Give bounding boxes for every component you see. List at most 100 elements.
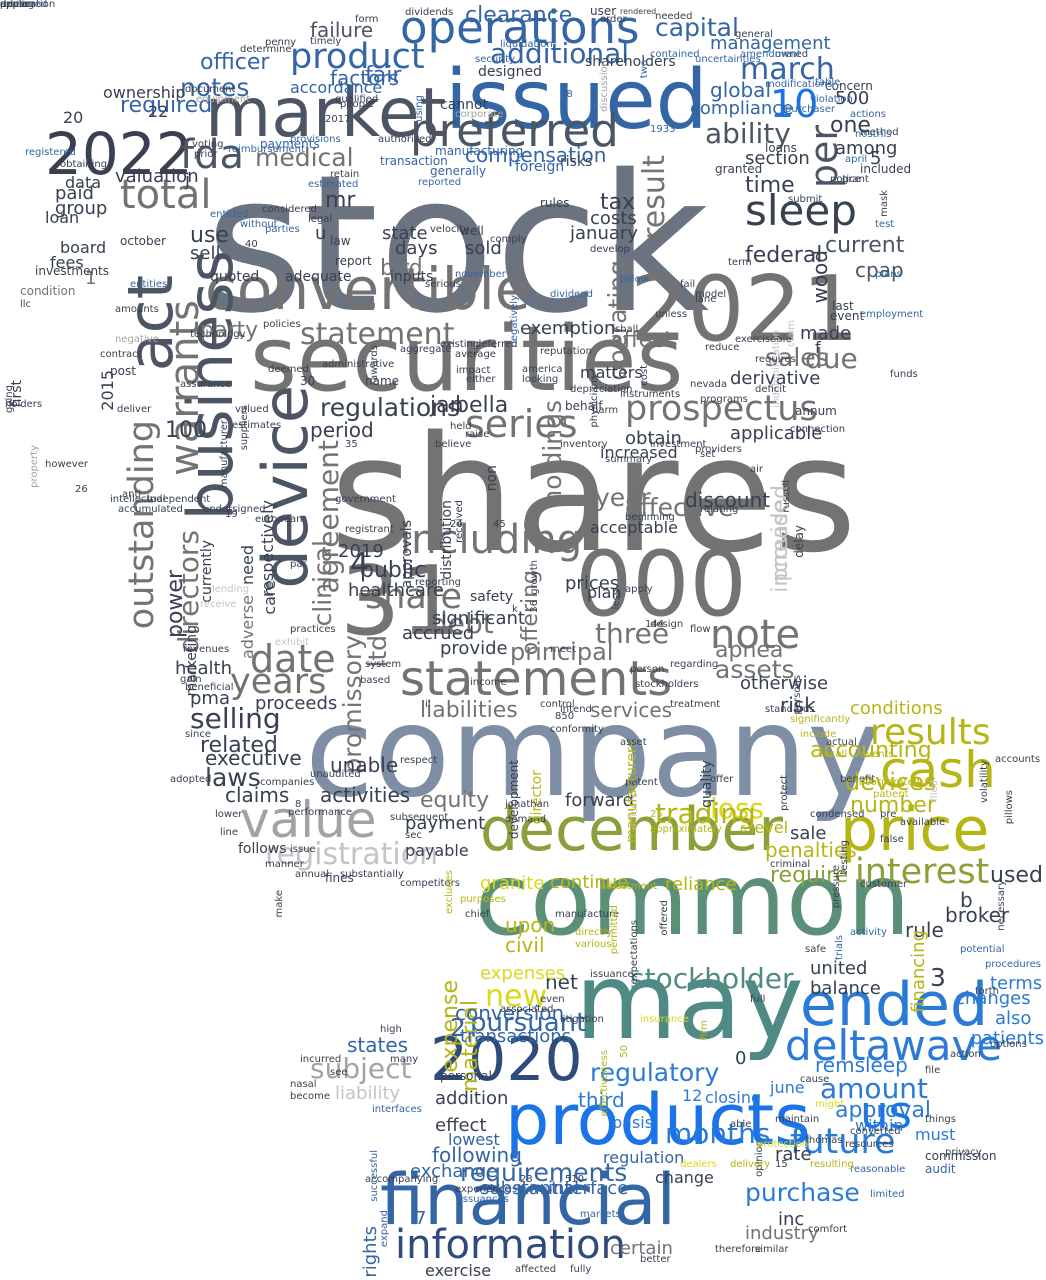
- word-cloud-term: authorized: [378, 134, 432, 145]
- word-cloud-term: fail: [680, 279, 696, 290]
- word-cloud-term: among: [835, 138, 898, 159]
- word-cloud-term: rate: [775, 1144, 812, 1165]
- word-cloud-term: registrant: [345, 524, 394, 535]
- word-cloud-term: payment: [405, 813, 486, 834]
- word-cloud-term: executive: [205, 746, 302, 770]
- word-cloud-term: 20: [63, 108, 84, 127]
- word-cloud-term: estimated: [308, 179, 359, 190]
- word-cloud-term: events: [860, 749, 894, 760]
- word-cloud-term: full: [750, 994, 766, 1005]
- word-cloud-term: services: [590, 698, 673, 722]
- word-cloud-term: revenues: [183, 644, 230, 655]
- word-cloud-term: table: [815, 77, 841, 88]
- word-cloud-term: design: [650, 619, 684, 630]
- word-cloud-term: market: [205, 74, 447, 153]
- word-cloud-term: activity: [850, 927, 887, 938]
- word-cloud-term: compliance: [690, 98, 794, 119]
- word-cloud-term: requires: [755, 354, 796, 365]
- word-cloud-term: prospectus: [625, 389, 818, 429]
- word-cloud-term: post: [110, 364, 136, 378]
- word-cloud-term: holders: [5, 399, 43, 410]
- word-cloud-term: accompanying: [365, 1174, 439, 1185]
- word-cloud-term: lowest: [448, 1130, 500, 1149]
- word-cloud-term: unable: [330, 753, 399, 777]
- word-cloud-term: report: [335, 254, 372, 268]
- word-cloud-term: two: [639, 60, 650, 79]
- word-cloud-term: dividends: [405, 7, 454, 18]
- word-cloud-term: march: [740, 52, 835, 87]
- word-cloud-term: 100: [165, 418, 207, 443]
- word-cloud-term: year: [595, 483, 651, 512]
- word-cloud-term: rendered: [620, 7, 657, 16]
- word-cloud-term: health: [175, 658, 232, 679]
- word-cloud-term: granted: [715, 162, 763, 176]
- word-cloud-term: protection: [757, 1139, 809, 1150]
- word-cloud-term: 1: [85, 268, 97, 289]
- word-cloud-term: assets: [715, 655, 795, 684]
- word-cloud-term: subsequent: [390, 812, 449, 823]
- word-cloud-term: effect: [435, 1115, 487, 1136]
- word-cloud-term: months: [665, 1117, 771, 1150]
- word-cloud-term: balance: [810, 978, 881, 999]
- word-cloud-term: options: [990, 1039, 1027, 1050]
- word-cloud-term: personal: [440, 1069, 492, 1083]
- word-cloud-term: fda: [180, 132, 244, 178]
- word-cloud-term: transaction: [380, 154, 448, 168]
- word-cloud-term: must: [915, 1125, 956, 1144]
- word-cloud-term: including: [400, 517, 583, 563]
- word-cloud-term: within: [855, 1116, 904, 1135]
- word-cloud-term: 45: [493, 519, 506, 530]
- word-cloud-term: event: [830, 309, 865, 323]
- word-cloud-term: existing: [440, 339, 480, 350]
- word-cloud-term: medical: [255, 143, 354, 172]
- word-cloud-term: factors: [330, 66, 400, 90]
- word-cloud-term: 2: [450, 1013, 466, 1042]
- word-cloud-term: obtaining: [60, 159, 108, 170]
- word-cloud-term: otherwise: [740, 673, 829, 694]
- word-cloud-term: january: [570, 223, 638, 244]
- word-cloud-term: independent: [147, 494, 211, 505]
- word-cloud-term: applicable: [730, 423, 823, 444]
- word-cloud-term: property: [29, 445, 40, 488]
- word-cloud-term: looking: [522, 374, 559, 385]
- word-cloud-term: harm: [592, 405, 619, 416]
- word-cloud-term: order: [600, 14, 627, 25]
- word-cloud-term: llc: [20, 299, 32, 310]
- word-cloud-term: prices: [565, 573, 620, 594]
- word-cloud-term: loans: [765, 141, 797, 155]
- word-cloud-term: december: [480, 795, 784, 865]
- word-cloud-term: transactions: [460, 1026, 572, 1047]
- word-cloud-term: share: [365, 577, 463, 617]
- word-cloud-term: trials: [834, 935, 845, 960]
- word-cloud-term: things: [925, 1114, 956, 1125]
- word-cloud-term: lower: [215, 809, 243, 820]
- word-cloud-term: industry: [745, 1223, 819, 1244]
- word-cloud-term: reasonable: [850, 1164, 906, 1175]
- word-cloud-term: russell: [781, 480, 792, 513]
- word-cloud-term: entitled: [210, 209, 249, 220]
- word-cloud-term: either: [466, 374, 496, 385]
- word-cloud-term: pillows: [1004, 790, 1015, 825]
- word-cloud-term: financial: [380, 1159, 676, 1241]
- word-cloud-term: apply: [625, 584, 653, 595]
- word-cloud-term: might: [815, 1099, 845, 1110]
- word-cloud-term: securities: [250, 307, 684, 412]
- word-cloud-term: require: [770, 863, 849, 888]
- word-cloud-term: 36: [529, 600, 540, 613]
- word-cloud-term: reputation: [540, 346, 592, 357]
- word-cloud-term: use: [190, 223, 229, 248]
- word-cloud-term: timely: [310, 36, 342, 47]
- word-cloud-term: test: [875, 219, 895, 230]
- word-cloud-term: nevada: [690, 379, 728, 390]
- word-cloud-term: comply: [490, 234, 527, 245]
- word-cloud-term: include: [800, 729, 837, 740]
- word-cloud-term: privacy: [945, 1147, 982, 1158]
- word-cloud-term: 10: [770, 82, 819, 126]
- word-cloud-term: demand: [505, 814, 547, 825]
- word-cloud-term: qualified: [335, 94, 379, 105]
- word-cloud-term: used: [990, 863, 1043, 888]
- word-cloud-term: standards: [765, 704, 815, 715]
- word-cloud-term: grant: [842, 174, 869, 185]
- word-cloud-term: party: [200, 318, 259, 343]
- word-cloud-term: notes: [180, 73, 250, 102]
